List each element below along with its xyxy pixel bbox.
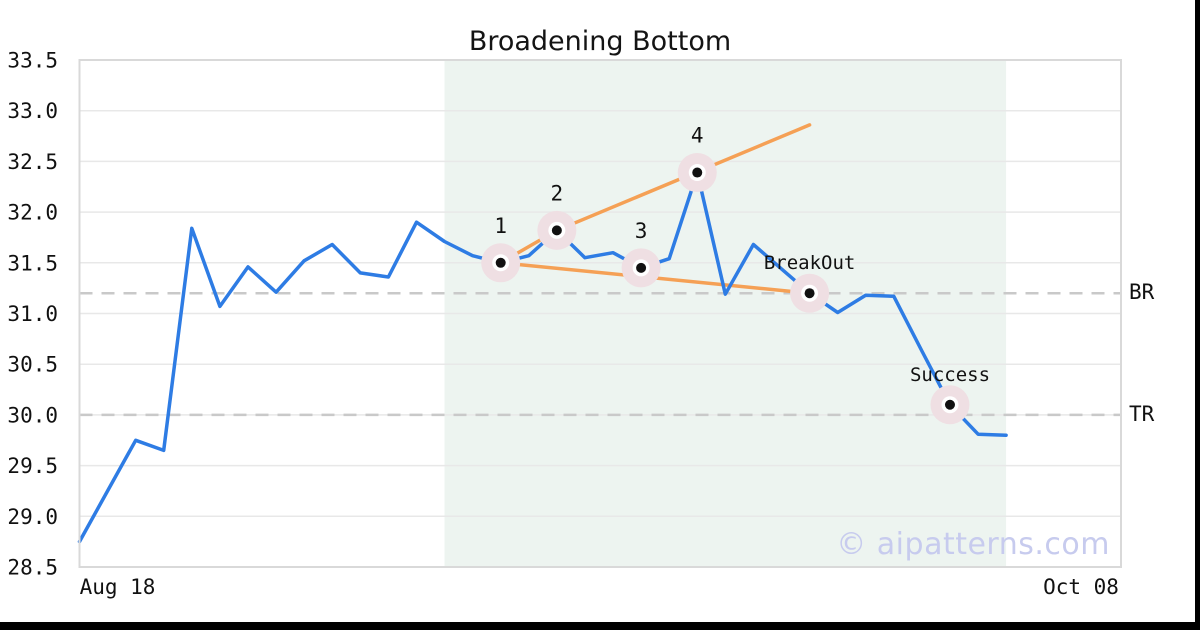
target-level-label: TR [1129,401,1155,426]
x-tick-label: Oct 08 [1043,575,1119,599]
y-tick-label: 29.5 [7,454,58,478]
pattern-marker [944,399,955,410]
plot-border [78,59,1122,568]
marker-label: 4 [691,124,704,148]
y-tick-label: 33.0 [7,99,58,123]
marker-label: BreakOut [764,252,856,274]
y-tick-label: 31.0 [7,302,58,326]
y-tick-label: 32.5 [7,150,58,174]
y-tick-label: 31.5 [7,251,58,275]
pattern-marker [495,257,506,268]
y-tick-label: 28.5 [7,556,58,580]
x-tick-label: Aug 18 [80,575,156,599]
y-tick-label: 30.0 [7,403,58,427]
marker-label: 2 [551,181,564,205]
pattern-marker [636,262,647,273]
right-border [1195,0,1200,630]
marker-label: Success [910,364,990,386]
chart-title: Broadening Bottom [468,26,732,57]
marker-label: 1 [494,214,507,238]
breakout-level-label: BR [1129,280,1155,305]
y-tick-label: 33.5 [7,49,58,73]
pattern-marker [551,225,562,236]
y-tick-label: 29.0 [7,505,58,529]
y-tick-label: 30.5 [7,353,58,377]
bottom-border [0,622,1200,630]
watermark: © aipatterns.com [836,527,1110,562]
y-tick-label: 32.0 [7,201,58,225]
marker-label: 3 [635,219,648,243]
pattern-marker [692,167,703,178]
pattern-marker [804,288,815,299]
